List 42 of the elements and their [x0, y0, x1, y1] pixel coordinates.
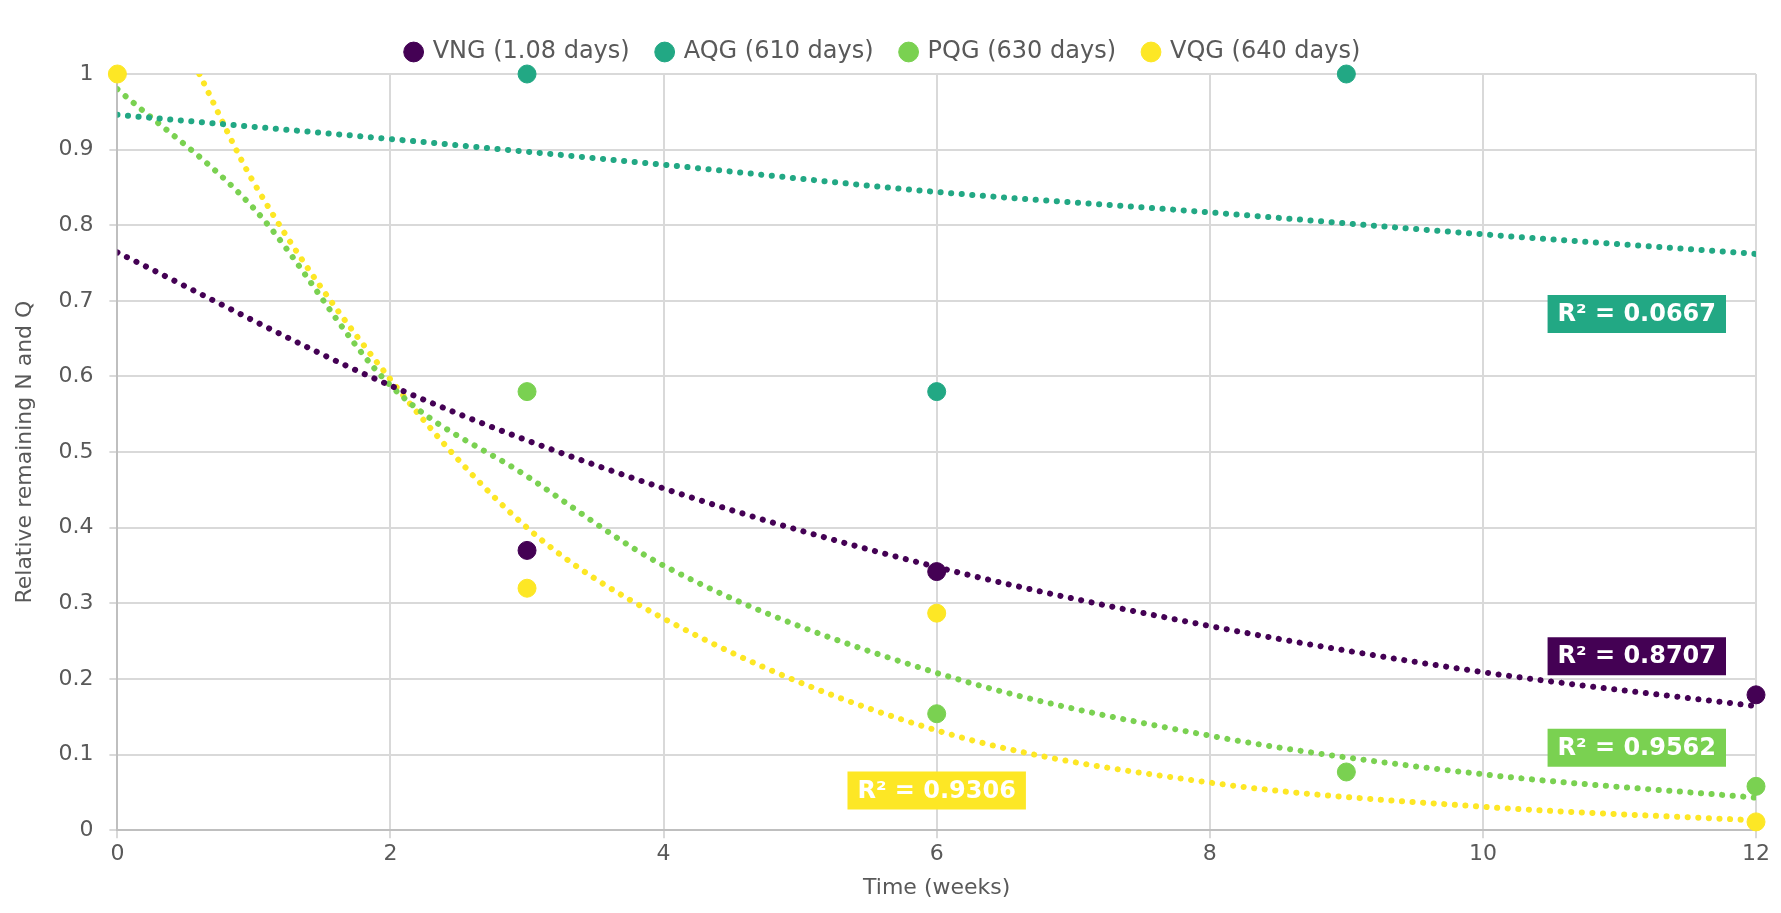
- x-tick-label: 2: [383, 840, 398, 866]
- legend-label: AQG (610 days): [683, 36, 874, 65]
- point: [107, 64, 127, 84]
- y-tick-label: 0.6: [58, 362, 94, 388]
- x-tick-label: 12: [1742, 840, 1770, 866]
- point: [517, 578, 537, 598]
- point: [1746, 685, 1766, 705]
- y-tick-label: 0.5: [58, 437, 94, 463]
- x-axis-title: Time (weeks): [862, 873, 1011, 899]
- y-tick-label: 0.2: [58, 664, 94, 690]
- annotation: R² = 0.9306: [857, 775, 1016, 804]
- legend-label: PQG (630 days): [927, 36, 1117, 65]
- annotation: R² = 0.8707: [1557, 641, 1717, 670]
- x-tick-label: 8: [1202, 840, 1217, 866]
- y-axis-title: Relative remaining N and Q: [10, 300, 36, 604]
- point: [1746, 776, 1766, 796]
- x-tick-label: 4: [656, 840, 671, 866]
- point: [517, 382, 537, 402]
- legend-label: VNG (1.08 days): [432, 36, 630, 65]
- y-tick-label: 0.7: [58, 286, 94, 312]
- point: [927, 603, 947, 623]
- x-tick-label: 6: [929, 840, 944, 866]
- point: [927, 382, 947, 402]
- point: [517, 64, 537, 84]
- point: [927, 704, 947, 724]
- y-tick-label: 0.8: [58, 210, 94, 236]
- y-tick-label: 0.3: [58, 589, 94, 615]
- y-tick-label: 1: [79, 59, 94, 85]
- y-tick-label: 0.4: [58, 513, 94, 539]
- point: [1336, 762, 1356, 782]
- annotation: R² = 0.0667: [1557, 299, 1717, 328]
- point: [927, 562, 947, 582]
- annotation: R² = 0.9562: [1557, 732, 1717, 761]
- legend-label: VQG (640 days): [1170, 36, 1361, 65]
- y-tick-label: 0.1: [58, 740, 94, 766]
- x-tick-label: 0: [110, 840, 125, 866]
- point: [1746, 812, 1766, 832]
- point: [517, 540, 537, 560]
- x-tick-label: 10: [1468, 840, 1497, 866]
- point: [1336, 64, 1356, 84]
- y-tick-label: 0: [79, 815, 94, 841]
- y-tick-label: 0.9: [58, 135, 94, 161]
